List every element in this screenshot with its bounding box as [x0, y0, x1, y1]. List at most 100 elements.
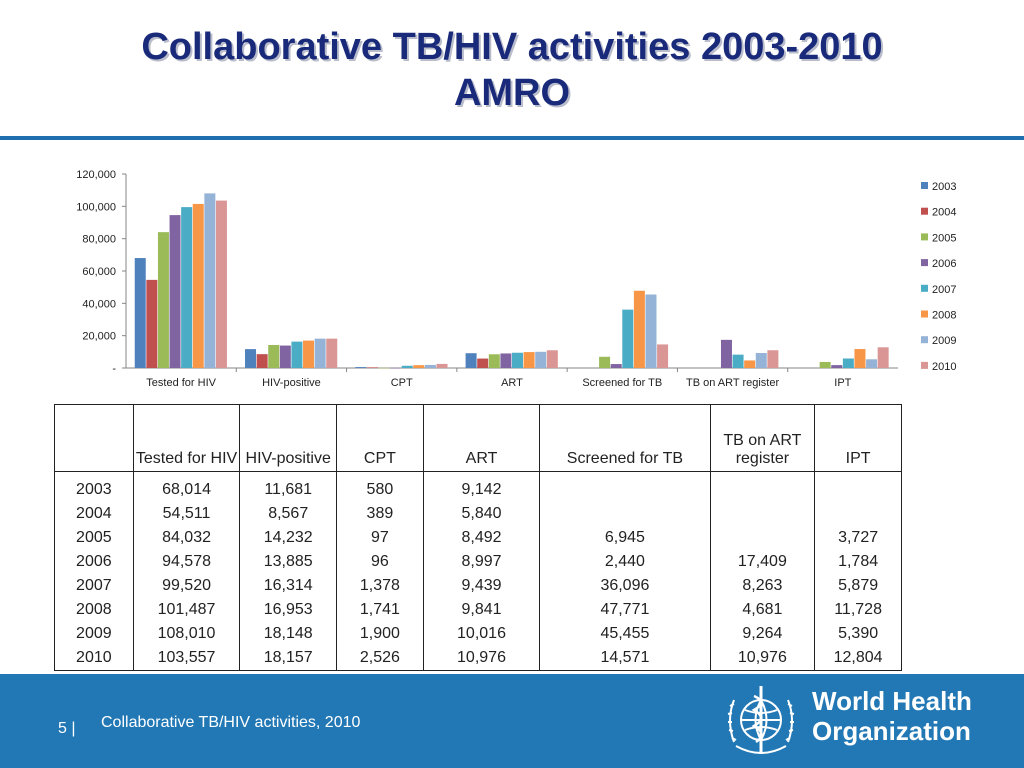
title-divider: [0, 136, 1024, 140]
table-row: 2005 84,032 14,232 97 8,492 6,945 3,727: [54, 526, 902, 550]
table-row-year: 2010: [54, 646, 134, 671]
y-tick-label: 120,000: [76, 169, 116, 181]
table-row: 2010 103,557 18,157 2,526 10,976 14,571 10,976…: [54, 646, 902, 671]
table-cell: 54,511: [132, 502, 241, 526]
legend-swatch: [921, 233, 928, 241]
who-logo-text: World Health Organization: [812, 686, 972, 746]
bar: [500, 353, 512, 368]
table-row-year: 2007: [54, 574, 134, 598]
bar: [181, 207, 193, 368]
table-cell: 1,378: [336, 574, 424, 598]
table-cell: 103,557: [132, 646, 241, 671]
table-cell: 2,440: [539, 550, 711, 574]
table-cell: 11,681: [239, 471, 338, 502]
table-cell: 14,571: [539, 646, 711, 671]
table-cell: 6,945: [539, 526, 711, 550]
x-tick-label: Tested for HIV: [146, 377, 216, 389]
table-cell: 68,014: [132, 471, 241, 502]
legend-label: 2007: [932, 284, 956, 296]
table-cell: 5,390: [814, 622, 902, 646]
bar: [326, 338, 338, 368]
bar: [535, 351, 547, 368]
bar: [291, 341, 303, 368]
table-cell: 1,900: [336, 622, 424, 646]
footer-bar: 5 | Collaborative TB/HIV activities, 201…: [0, 674, 1024, 768]
table-cell: 9,142: [422, 471, 541, 502]
table-cell: 36,096: [539, 574, 711, 598]
table-cell: 9,439: [422, 574, 541, 598]
slide-title-line2: AMRO: [453, 72, 571, 114]
table-cell: 96: [336, 550, 424, 574]
table-cell: 3,727: [814, 526, 902, 550]
bar: [842, 358, 854, 368]
y-tick-label: 80,000: [82, 234, 116, 246]
table-row: 2008 101,487 16,953 1,741 9,841 47,771 4,681 11…: [54, 598, 902, 622]
bar: [436, 363, 448, 368]
legend-label: 2003: [932, 181, 956, 193]
bar: [303, 340, 315, 368]
legend-label: 2009: [932, 335, 956, 347]
bar: [633, 290, 645, 368]
y-tick-label: 60,000: [82, 266, 116, 278]
table-header-art: ART: [422, 404, 541, 472]
bar: [192, 203, 204, 368]
bar: [134, 258, 146, 368]
table-cell: 1,784: [814, 550, 902, 574]
legend-label: 2004: [932, 207, 956, 219]
bar: [413, 365, 425, 368]
table-row-year: 2009: [54, 622, 134, 646]
table-cell: 9,841: [422, 598, 541, 622]
table-header-ipt: IPT: [814, 404, 902, 472]
table-cell: 13,885: [239, 550, 338, 574]
table-header-cpt: CPT: [336, 404, 424, 472]
bar: [767, 350, 779, 368]
table-cell: 18,157: [239, 646, 338, 671]
table-cell: 10,976: [709, 646, 816, 671]
table-header-row: Tested for HIV HIV-positive CPT ART Scre…: [54, 404, 902, 472]
bar: [268, 344, 280, 368]
table-cell: 16,953: [239, 598, 338, 622]
table-cell: 94,578: [132, 550, 241, 574]
table-cell: [814, 471, 902, 502]
legend-label: 2005: [932, 232, 956, 244]
bar: [488, 354, 500, 368]
legend-swatch: [921, 361, 928, 369]
bar: [366, 367, 378, 368]
table-row: 2009 108,010 18,148 1,900 10,016 45,455 9,264 5…: [54, 622, 902, 646]
table-cell: 101,487: [132, 598, 241, 622]
table-cell: 10,016: [422, 622, 541, 646]
bar: [215, 200, 227, 368]
x-tick-label: TB on ART register: [686, 377, 779, 389]
who-emblem-icon: [727, 686, 795, 754]
table-cell: 5,840: [422, 502, 541, 526]
y-tick-label: 100,000: [76, 201, 116, 213]
y-tick-label: -: [112, 363, 116, 375]
bar: [720, 339, 732, 368]
page-number: 5 |: [58, 720, 76, 737]
footer-caption: Collaborative TB/HIV activities, 2010: [101, 714, 361, 731]
table-cell: [539, 502, 711, 526]
table-cell: 8,567: [239, 502, 338, 526]
legend-swatch: [921, 310, 928, 318]
table-cell: 45,455: [539, 622, 711, 646]
table-cell: [539, 471, 711, 502]
legend-swatch: [921, 259, 928, 267]
slide-title-line1: Collaborative TB/HIV activities 2003-201…: [141, 26, 883, 68]
table-row-year: 2006: [54, 550, 134, 574]
legend-label: 2008: [932, 310, 956, 322]
table-row-year: 2005: [54, 526, 134, 550]
bar: [877, 347, 889, 368]
bar: [355, 367, 367, 368]
table-cell: 2,526: [336, 646, 424, 671]
y-tick-label: 40,000: [82, 298, 116, 310]
bar: [169, 215, 181, 368]
bar: [599, 356, 611, 368]
table-cell: 4,681: [709, 598, 816, 622]
bar: [523, 352, 535, 368]
table-cell: 47,771: [539, 598, 711, 622]
bar: [512, 352, 523, 368]
bar: [645, 294, 657, 368]
table-cell: 10,976: [422, 646, 541, 671]
table-cell: 97: [336, 526, 424, 550]
bar: [744, 360, 756, 368]
